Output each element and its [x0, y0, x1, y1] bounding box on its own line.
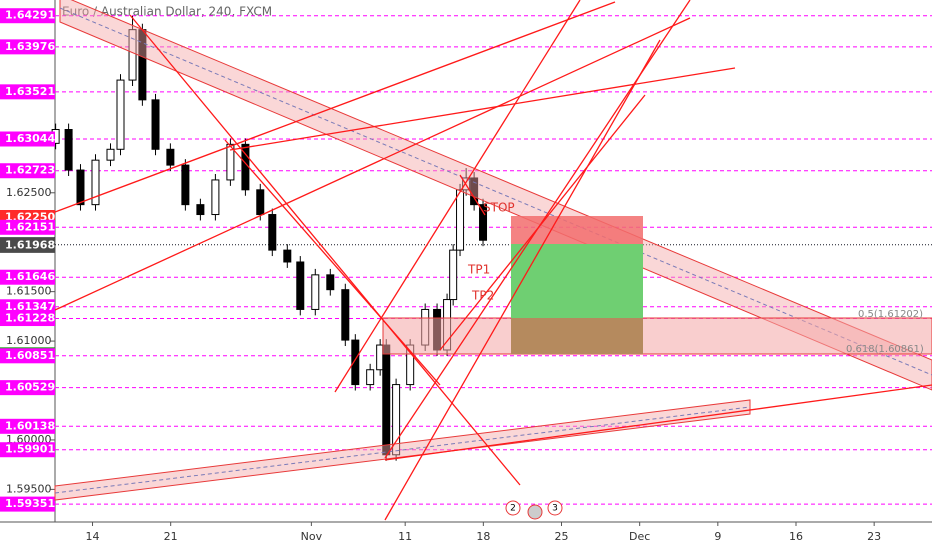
candle-body	[479, 204, 488, 241]
annotation: STOP	[483, 201, 515, 215]
fib-label: 0.5(1.61202)	[858, 309, 923, 320]
candle-body	[341, 289, 350, 341]
annotation: TP2	[471, 289, 494, 303]
candle-body	[181, 164, 190, 206]
event-count: 3	[552, 504, 558, 514]
level-label-bg	[0, 418, 55, 434]
stop-zone	[511, 216, 643, 244]
level-label-bg	[0, 311, 55, 327]
candle-body	[128, 29, 137, 81]
level-label-bg	[0, 442, 55, 458]
level-label: 1.61646	[5, 270, 55, 283]
level-label-bg	[0, 299, 55, 315]
candle-body	[392, 384, 401, 456]
level-label: 1.60138	[5, 419, 55, 432]
candle-body	[296, 261, 305, 310]
drawings: STOP TP1 TP2 0.5(1.61202) 0.618(1.60861)…	[54, 0, 932, 521]
x-tick-label: 16	[789, 530, 803, 543]
level-label: 1.62151	[5, 220, 55, 233]
level-label: 1.63521	[5, 85, 55, 98]
level-label-bg	[0, 39, 55, 55]
candle-body	[256, 189, 265, 216]
candle-body	[311, 274, 320, 310]
level-label: 1.60851	[5, 349, 55, 362]
level-label-bg	[0, 237, 55, 253]
event-icon[interactable]	[527, 504, 543, 520]
level-label: 1.62723	[5, 164, 55, 177]
fib-label: 0.618(1.60861)	[846, 344, 924, 355]
candle-body	[351, 339, 360, 386]
candle-body	[196, 204, 205, 216]
candle-body	[151, 99, 160, 150]
candle-body	[283, 249, 292, 263]
x-tick-label: Dec	[629, 530, 650, 543]
candle-body	[64, 129, 73, 171]
y-tick-label: 1.61500	[6, 285, 52, 298]
candle-body	[456, 189, 465, 251]
candle-body	[226, 143, 235, 181]
target-zone	[511, 318, 643, 354]
candle-body	[366, 369, 375, 386]
event-count: 2	[510, 504, 516, 514]
event-icon[interactable]	[505, 500, 521, 516]
channel-midline	[59, 7, 932, 376]
annotation: TP1	[467, 263, 490, 277]
candle-body	[91, 159, 100, 206]
level-label-bg	[0, 269, 55, 285]
target-zone	[511, 244, 643, 318]
trend-lines	[54, 0, 932, 521]
candle-body	[268, 214, 277, 251]
candle-body	[166, 148, 175, 166]
event-icon[interactable]	[547, 500, 563, 516]
candle-body	[76, 169, 85, 206]
level-label: 1.59351	[5, 497, 55, 510]
level-label-bg	[0, 496, 55, 512]
y-tick-label: 1.61000	[6, 334, 52, 347]
level-label-bg	[0, 163, 55, 179]
x-tick-label: 14	[86, 530, 100, 543]
level-label-bg	[0, 8, 55, 24]
level-label: 1.63976	[5, 40, 55, 53]
level-label-bg	[0, 131, 55, 147]
chart-title: Euro / Australian Dollar, 240, FXCM	[62, 5, 272, 19]
candle-body	[382, 344, 391, 456]
level-label-bg	[0, 84, 55, 100]
level-label: 1.64291	[5, 9, 55, 22]
x-tick-label: 21	[164, 530, 178, 543]
candle-body	[106, 148, 115, 161]
level-label: 1.59901	[5, 443, 55, 456]
level-label: 1.61347	[5, 300, 55, 313]
level-label-bg	[0, 348, 55, 364]
x-tick-label: 9	[714, 530, 721, 543]
level-label: 1.61228	[5, 312, 55, 325]
level-label-bg	[0, 219, 55, 235]
x-tick-label: 23	[867, 530, 881, 543]
level-label: 1.60529	[5, 381, 55, 394]
y-tick-label: 1.62500	[6, 186, 52, 199]
candle-body	[211, 179, 220, 216]
y-tick-label: 1.59500	[6, 482, 52, 495]
level-label-bg	[0, 380, 55, 396]
x-tick-label: Nov	[301, 530, 323, 543]
channel-midline	[54, 406, 751, 494]
x-tick-label: 11	[398, 530, 412, 543]
candle-body	[449, 249, 458, 301]
level-label: 1.63044	[5, 132, 55, 145]
x-tick-label: 18	[476, 530, 490, 543]
candle-body	[326, 274, 335, 291]
x-tick-label: 25	[555, 530, 569, 543]
level-label: 1.61968	[5, 238, 55, 251]
candle-body	[116, 79, 125, 150]
